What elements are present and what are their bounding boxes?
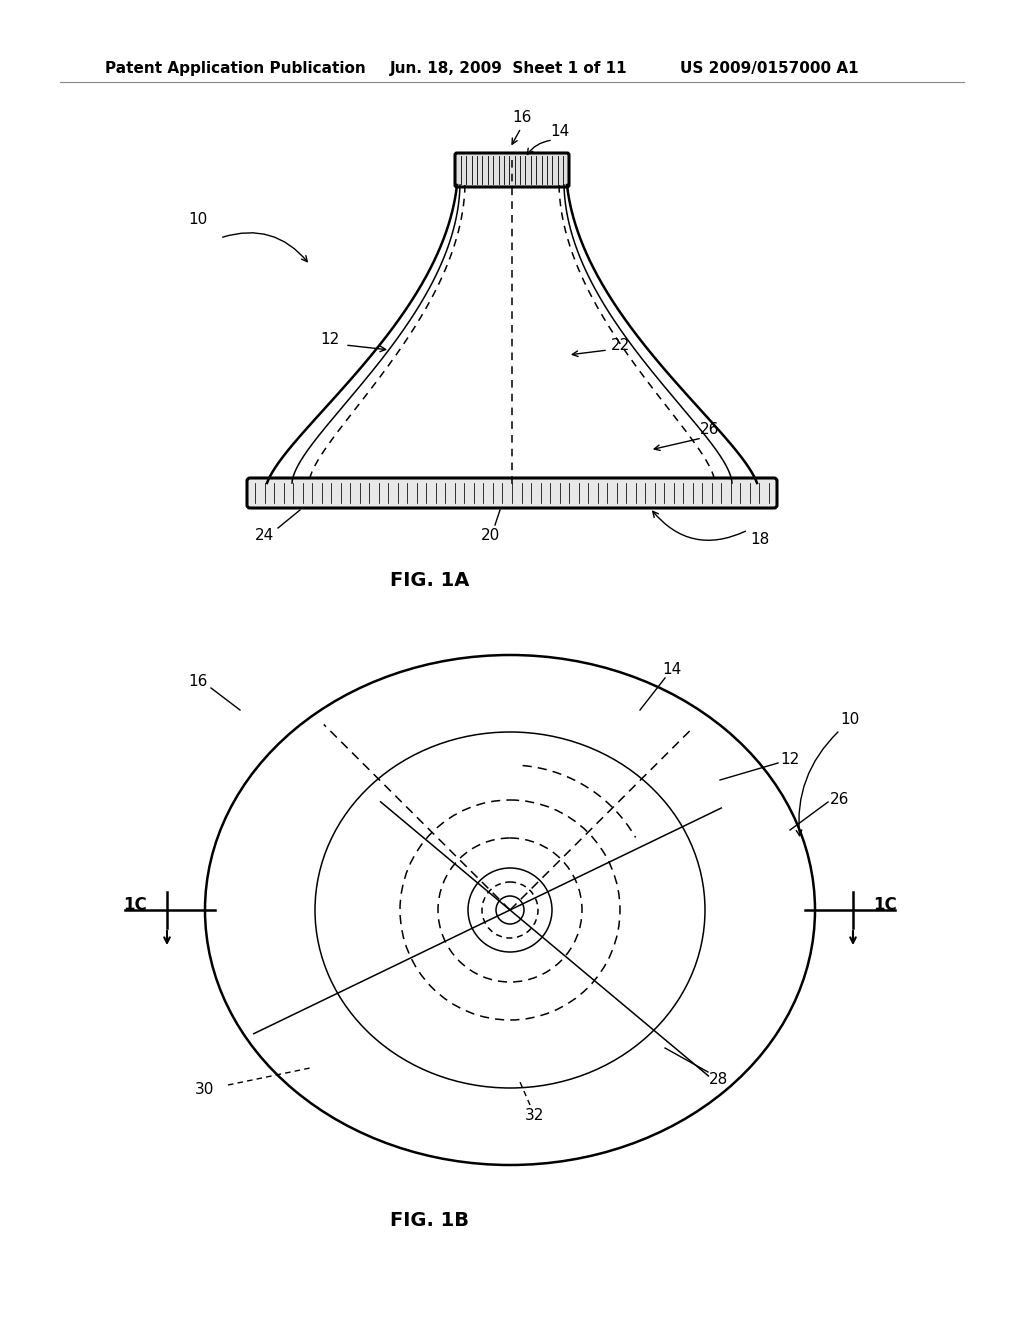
Text: 18: 18	[751, 532, 770, 548]
FancyBboxPatch shape	[455, 153, 569, 187]
Text: 32: 32	[525, 1107, 545, 1122]
Text: 20: 20	[480, 528, 500, 543]
Text: 12: 12	[780, 752, 800, 767]
Text: 26: 26	[700, 422, 720, 437]
Text: 24: 24	[255, 528, 274, 543]
Text: 10: 10	[188, 213, 208, 227]
Text: Jun. 18, 2009  Sheet 1 of 11: Jun. 18, 2009 Sheet 1 of 11	[390, 61, 628, 75]
Text: 1C: 1C	[123, 896, 146, 913]
Text: FIG. 1A: FIG. 1A	[390, 570, 470, 590]
Text: FIG. 1B: FIG. 1B	[390, 1210, 469, 1229]
Text: 12: 12	[321, 333, 340, 347]
Text: 1C: 1C	[873, 896, 897, 913]
Text: 16: 16	[188, 675, 208, 689]
Text: 30: 30	[196, 1082, 215, 1097]
Text: US 2009/0157000 A1: US 2009/0157000 A1	[680, 61, 859, 75]
FancyBboxPatch shape	[247, 478, 777, 508]
Text: 22: 22	[610, 338, 630, 352]
Text: Patent Application Publication: Patent Application Publication	[105, 61, 366, 75]
Text: 14: 14	[550, 124, 569, 139]
Text: 14: 14	[663, 663, 682, 677]
Text: 28: 28	[709, 1072, 728, 1088]
Text: 10: 10	[841, 713, 859, 727]
Text: 26: 26	[830, 792, 850, 808]
Text: 16: 16	[512, 111, 531, 125]
